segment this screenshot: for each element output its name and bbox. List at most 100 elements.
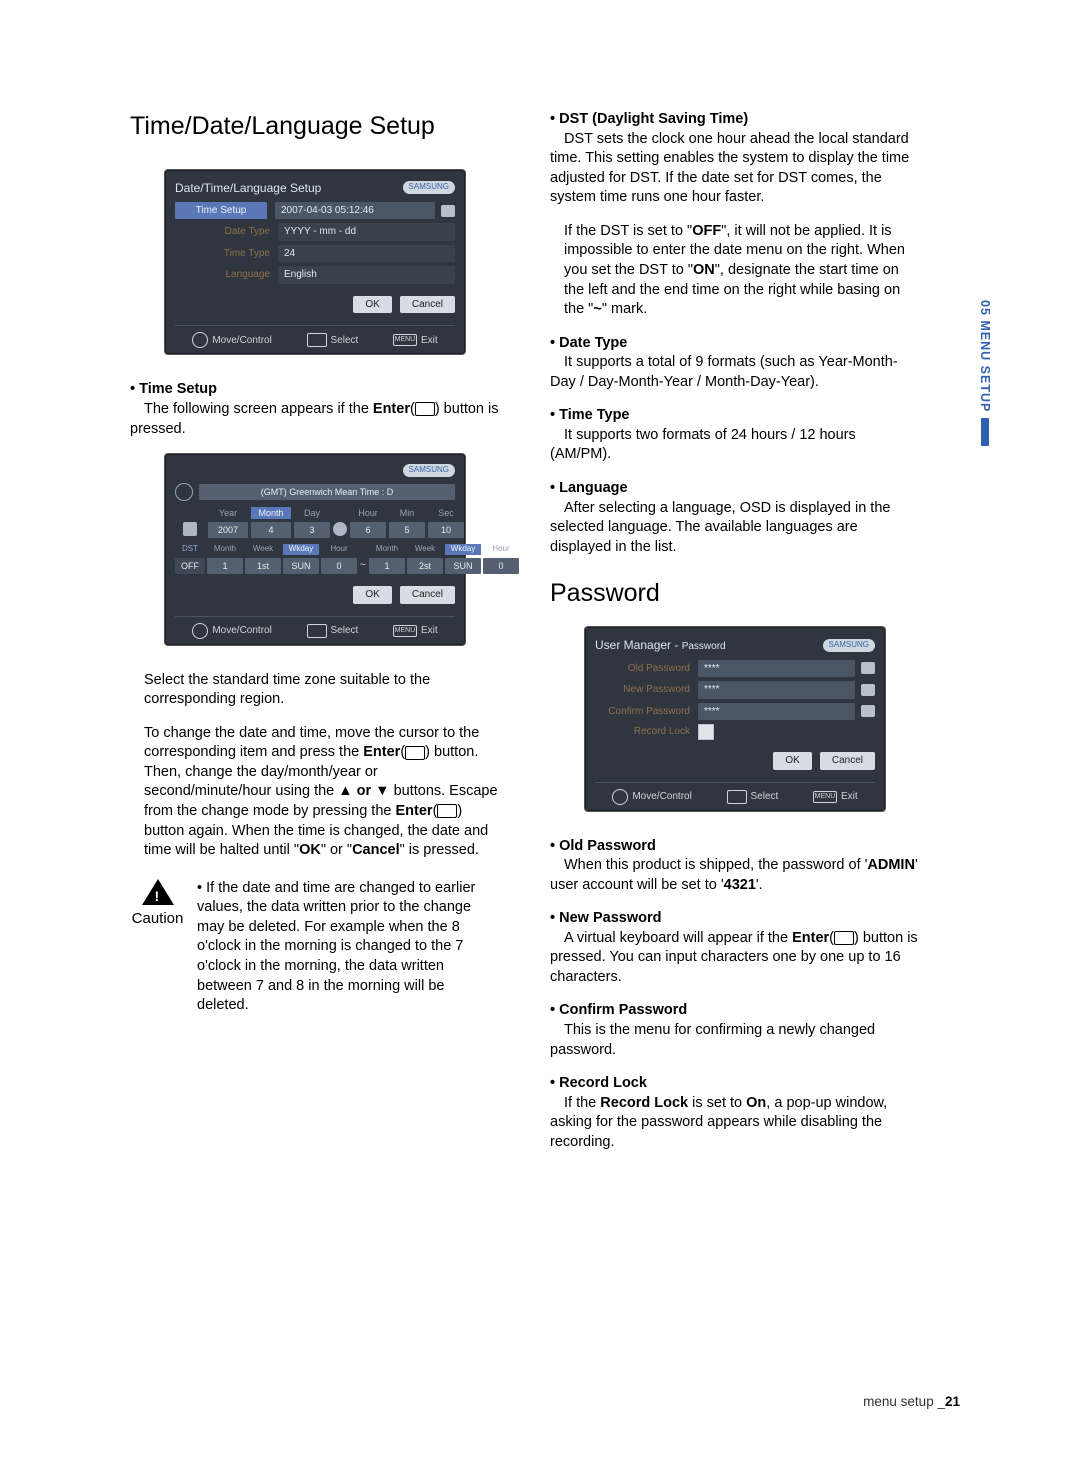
time-setup-field[interactable]: 2007-04-03 05:12:46 <box>275 202 435 220</box>
cp-body: This is the menu for confirming a newly … <box>550 1022 875 1058</box>
side-tab-bar <box>981 418 989 446</box>
keyboard-icon[interactable] <box>861 662 875 674</box>
enter-key-icon <box>834 931 854 945</box>
hdr-day: Day <box>294 507 330 519</box>
time-type-body: It supports two formats of 24 hours / 12… <box>550 427 856 463</box>
foot-move: Move/Control <box>212 624 271 638</box>
language-field[interactable]: English <box>278 266 455 284</box>
foot-exit: Exit <box>421 334 438 348</box>
hdr-sec: Sec <box>428 507 464 519</box>
p2-ok: OK <box>299 842 321 858</box>
dv-w2[interactable]: 2st <box>407 558 443 574</box>
dv-wd2[interactable]: SUN <box>445 558 481 574</box>
rl-a: If the <box>564 1095 600 1111</box>
ok-button[interactable]: OK <box>353 586 391 604</box>
cancel-button[interactable]: Cancel <box>400 296 455 314</box>
caution-label: Caution <box>132 909 184 929</box>
calendar-icon <box>183 522 197 536</box>
cancel-button[interactable]: Cancel <box>400 586 455 604</box>
p2-cancel: Cancel <box>352 842 400 858</box>
scrn3-sub: Password <box>682 641 726 652</box>
dst-off: OFF <box>692 223 721 239</box>
right-column: DST (Daylight Saving Time) DST sets the … <box>550 110 920 1166</box>
warning-icon <box>142 879 174 905</box>
time-type-heading: Time Type <box>550 407 630 423</box>
dv-h1[interactable]: 0 <box>321 558 357 574</box>
para-tz: Select the standard time zone suitable t… <box>144 671 500 710</box>
new-pw-field[interactable]: **** <box>698 681 855 699</box>
np-a: A virtual keyboard will appear if the <box>564 930 792 946</box>
keyboard-icon[interactable] <box>861 684 875 696</box>
ts-enter: Enter <box>373 401 410 417</box>
dv-w1[interactable]: 1st <box>245 558 281 574</box>
menu-icon: MENU <box>813 791 837 803</box>
screenshot-date-time-setup: Date/Time/Language Setup SAMSUNG Time Se… <box>164 169 466 356</box>
screenshot-password: User Manager - Password SAMSUNG Old Pass… <box>584 626 886 812</box>
val-year[interactable]: 2007 <box>208 522 248 538</box>
foot-move: Move/Control <box>212 334 271 348</box>
cancel-button[interactable]: Cancel <box>820 752 875 770</box>
timezone-field[interactable]: (GMT) Greenwich Mean Time : D <box>199 484 455 500</box>
val-min[interactable]: 5 <box>389 522 425 538</box>
dv-h2[interactable]: 0 <box>483 558 519 574</box>
date-type-field[interactable]: YYYY - mm - dd <box>278 223 455 241</box>
old-pw-field[interactable]: **** <box>698 660 855 678</box>
scrn3-title: User Manager - <box>595 638 682 652</box>
op-c: '. <box>756 877 763 893</box>
np-enter: Enter <box>792 930 829 946</box>
enter-icon <box>307 624 327 638</box>
dh-w1: Week <box>245 544 281 555</box>
move-icon <box>192 332 208 348</box>
time-type-field[interactable]: 24 <box>278 245 455 263</box>
dst-on: ON <box>693 262 715 278</box>
confirm-pw-label: Confirm Password <box>595 705 698 719</box>
dh-wd1: Wkday <box>283 544 319 555</box>
language-body: After selecting a language, OSD is displ… <box>550 500 890 555</box>
clock-icon <box>333 522 347 536</box>
ok-button[interactable]: OK <box>773 752 811 770</box>
side-tab-label: 05 MENU SETUP <box>978 300 992 412</box>
dh-m2: Month <box>369 544 405 555</box>
dh-h1: Hour <box>321 544 357 555</box>
language-label: Language <box>175 268 278 282</box>
enter-icon <box>727 790 747 804</box>
screenshot-time-detail: SAMSUNG (GMT) Greenwich Mean Time : D Ye… <box>164 453 466 646</box>
dh-m1: Month <box>207 544 243 555</box>
footer-label: menu setup _ <box>863 1394 945 1409</box>
val-month[interactable]: 4 <box>251 522 291 538</box>
foot-select: Select <box>331 334 359 348</box>
left-column: Time/Date/Language Setup Date/Time/Langu… <box>130 110 500 1166</box>
confirm-pw-heading: Confirm Password <box>550 1002 687 1018</box>
password-heading: Password <box>550 577 920 611</box>
time-setup-heading: Time Setup <box>130 381 217 397</box>
time-setup-label[interactable]: Time Setup <box>175 202 267 220</box>
samsung-logo: SAMSUNG <box>403 181 455 194</box>
side-tab: 05 MENU SETUP <box>978 300 992 446</box>
record-lock-heading: Record Lock <box>550 1075 647 1091</box>
keyboard-icon[interactable] <box>861 705 875 717</box>
confirm-pw-field[interactable]: **** <box>698 703 855 721</box>
hdr-year: Year <box>208 507 248 519</box>
ok-button[interactable]: OK <box>353 296 391 314</box>
val-sec[interactable]: 10 <box>428 522 464 538</box>
dv-m2[interactable]: 1 <box>369 558 405 574</box>
hdr-month: Month <box>251 507 291 519</box>
val-day[interactable]: 3 <box>294 522 330 538</box>
dh-w2: Week <box>407 544 443 555</box>
move-icon <box>192 623 208 639</box>
date-type-label: Date Type <box>175 225 278 239</box>
ts-text-a: The following screen appears if the <box>144 401 373 417</box>
dst-p2d: " mark. <box>602 301 647 317</box>
p2-enter: Enter <box>363 744 400 760</box>
rl-on: On <box>746 1095 766 1111</box>
old-pw-heading: Old Password <box>550 838 656 854</box>
samsung-logo: SAMSUNG <box>403 464 455 477</box>
dv-m1[interactable]: 1 <box>207 558 243 574</box>
foot-exit: Exit <box>841 790 858 804</box>
val-hour[interactable]: 6 <box>350 522 386 538</box>
p2-enter2: Enter <box>395 803 432 819</box>
dst-off[interactable]: OFF <box>175 558 205 574</box>
record-lock-checkbox[interactable] <box>698 724 714 740</box>
dv-wd1[interactable]: SUN <box>283 558 319 574</box>
language-heading: Language <box>550 480 628 496</box>
